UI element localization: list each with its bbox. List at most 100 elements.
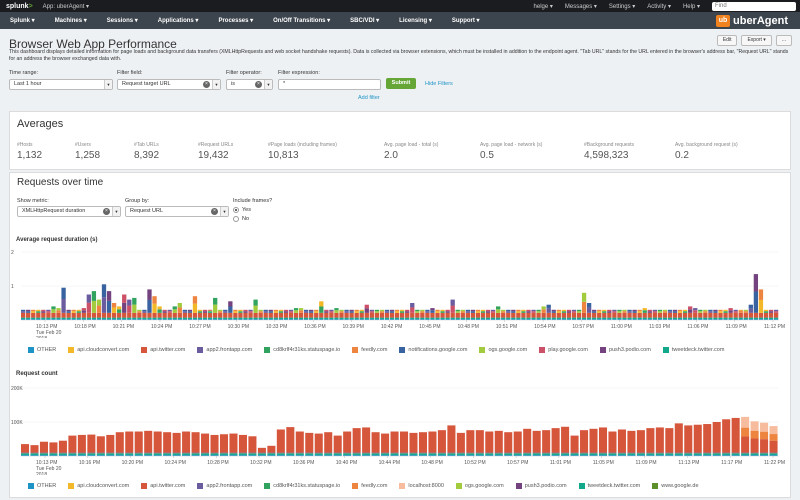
- bar-segment[interactable]: [293, 317, 299, 319]
- bar-segment[interactable]: [157, 312, 162, 318]
- bar-segment[interactable]: [31, 311, 36, 313]
- bar-segment[interactable]: [132, 297, 137, 305]
- bar-segment[interactable]: [632, 317, 637, 319]
- bar-segment[interactable]: [652, 318, 657, 320]
- bar-segment[interactable]: [167, 318, 172, 320]
- bar-segment[interactable]: [703, 311, 708, 313]
- bar-segment[interactable]: [516, 309, 521, 312]
- bar-segment[interactable]: [101, 318, 107, 320]
- bar-segment[interactable]: [390, 452, 399, 454]
- bar-segment[interactable]: [132, 304, 137, 313]
- bar-segment[interactable]: [293, 308, 299, 311]
- bar-segment[interactable]: [298, 318, 304, 320]
- bar-segment[interactable]: [334, 310, 339, 313]
- bar-segment[interactable]: [698, 311, 703, 313]
- bar-segment[interactable]: [637, 318, 642, 320]
- bar-segment[interactable]: [344, 312, 349, 318]
- bar-segment[interactable]: [163, 454, 172, 456]
- bar-segment[interactable]: [662, 311, 668, 313]
- bar-segment[interactable]: [324, 432, 333, 453]
- bar-segment[interactable]: [137, 312, 142, 318]
- bar-segment[interactable]: [773, 309, 779, 312]
- bar-segment[interactable]: [77, 454, 86, 456]
- bar-segment[interactable]: [144, 454, 153, 456]
- bar-segment[interactable]: [374, 312, 380, 318]
- bar-segment[interactable]: [662, 312, 668, 318]
- bar-segment[interactable]: [758, 312, 764, 318]
- bar-segment[interactable]: [172, 432, 181, 453]
- bar-segment[interactable]: [106, 453, 115, 455]
- bar-segment[interactable]: [111, 317, 117, 319]
- bar-segment[interactable]: [445, 312, 450, 318]
- bar-segment[interactable]: [511, 312, 516, 318]
- bar-segment[interactable]: [684, 425, 693, 453]
- bar-segment[interactable]: [86, 317, 91, 319]
- bar-segment[interactable]: [586, 307, 592, 313]
- bar-segment[interactable]: [531, 309, 536, 312]
- bar-segment[interactable]: [153, 454, 162, 456]
- bar-segment[interactable]: [106, 300, 112, 313]
- bar-segment[interactable]: [688, 318, 693, 320]
- bar-segment[interactable]: [286, 453, 295, 455]
- bar-segment[interactable]: [257, 452, 266, 454]
- settings-menu[interactable]: Settings ▾: [608, 3, 636, 10]
- bar-segment[interactable]: [248, 436, 257, 453]
- bar-segment[interactable]: [627, 430, 636, 453]
- legend-item[interactable]: play.google.com: [539, 347, 588, 353]
- bar-segment[interactable]: [627, 454, 636, 456]
- bar-segment[interactable]: [81, 310, 86, 313]
- bar-segment[interactable]: [248, 318, 253, 320]
- bar-segment[interactable]: [115, 452, 124, 454]
- bar-segment[interactable]: [172, 309, 177, 313]
- bar-segment[interactable]: [768, 312, 774, 318]
- bar-segment[interactable]: [295, 452, 304, 454]
- bar-segment[interactable]: [381, 453, 390, 455]
- bar-segment[interactable]: [21, 311, 26, 313]
- bar-segment[interactable]: [343, 452, 352, 454]
- bar-segment[interactable]: [201, 453, 210, 455]
- bar-segment[interactable]: [248, 317, 253, 319]
- bar-segment[interactable]: [283, 318, 289, 320]
- bar-segment[interactable]: [674, 454, 683, 456]
- bar-segment[interactable]: [418, 454, 427, 456]
- bar-segment[interactable]: [556, 317, 561, 319]
- bar-segment[interactable]: [475, 453, 484, 454]
- bar-segment[interactable]: [125, 453, 134, 454]
- bar-segment[interactable]: [470, 311, 476, 313]
- bar-segment[interactable]: [202, 318, 208, 320]
- bar-segment[interactable]: [612, 317, 617, 319]
- bar-segment[interactable]: [111, 312, 117, 318]
- bar-segment[interactable]: [30, 445, 39, 453]
- bar-segment[interactable]: [773, 318, 779, 320]
- bar-segment[interactable]: [125, 431, 134, 453]
- bar-segment[interactable]: [425, 309, 430, 312]
- bar-segment[interactable]: [349, 312, 354, 318]
- bar-segment[interactable]: [713, 318, 718, 320]
- bar-segment[interactable]: [223, 309, 228, 312]
- nav-sessions[interactable]: Sessions ▾: [106, 18, 138, 24]
- bar-segment[interactable]: [400, 312, 405, 318]
- bar-segment[interactable]: [147, 317, 152, 319]
- bar-segment[interactable]: [223, 318, 228, 320]
- bar-segment[interactable]: [722, 453, 731, 454]
- app-switcher[interactable]: App: uberAgent ▾: [42, 3, 90, 10]
- bar-segment[interactable]: [51, 318, 56, 320]
- bar-segment[interactable]: [531, 317, 536, 319]
- bar-segment[interactable]: [314, 312, 319, 318]
- bar-segment[interactable]: [374, 317, 380, 319]
- bar-segment[interactable]: [580, 453, 589, 454]
- bar-segment[interactable]: [475, 454, 484, 456]
- bar-segment[interactable]: [440, 311, 445, 313]
- bar-segment[interactable]: [87, 452, 96, 454]
- bar-segment[interactable]: [61, 317, 66, 319]
- bar-segment[interactable]: [504, 452, 513, 454]
- bar-segment[interactable]: [410, 303, 415, 308]
- bar-segment[interactable]: [556, 312, 561, 318]
- bar-segment[interactable]: [359, 311, 364, 313]
- bar-segment[interactable]: [665, 454, 674, 456]
- bar-segment[interactable]: [617, 453, 626, 455]
- bar-segment[interactable]: [465, 318, 470, 320]
- bar-segment[interactable]: [589, 453, 598, 455]
- bar-segment[interactable]: [627, 317, 632, 319]
- bar-segment[interactable]: [445, 317, 450, 319]
